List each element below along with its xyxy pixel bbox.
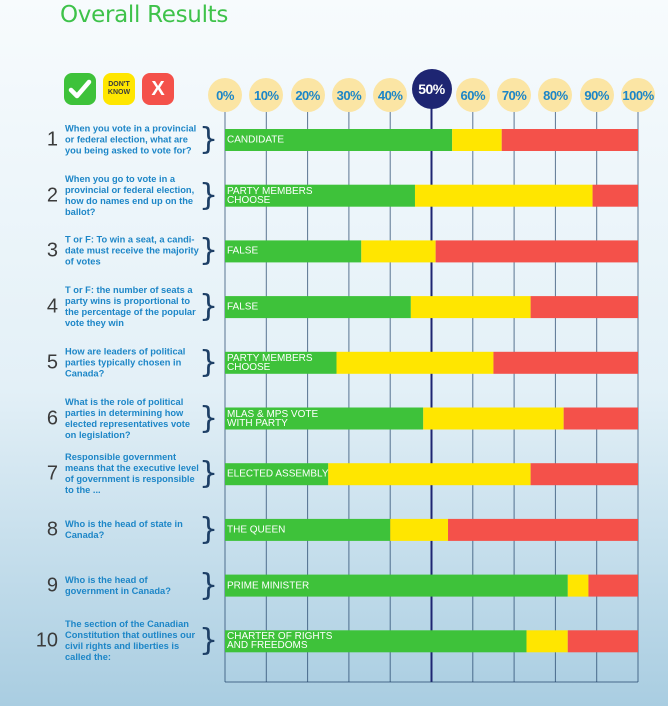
bar-dont_know bbox=[410, 296, 531, 319]
bar-correct bbox=[225, 574, 568, 597]
tick-label: 20% bbox=[290, 78, 325, 112]
question-text: When you go to vote in a provincial or f… bbox=[65, 173, 195, 217]
question-text: Responsible government means that the ex… bbox=[65, 452, 199, 496]
bar-correct bbox=[225, 129, 453, 151]
question-text: Who is the head of state in Canada? bbox=[65, 518, 183, 540]
question-number: 10 bbox=[35, 629, 58, 652]
tick-label: 40% bbox=[373, 78, 408, 112]
bar-wrong bbox=[530, 296, 638, 319]
bar-correct bbox=[225, 296, 411, 319]
brace-icon: } bbox=[199, 567, 219, 603]
legend-wrong: X bbox=[142, 73, 174, 105]
bar-wrong bbox=[493, 351, 638, 374]
bar-wrong bbox=[567, 630, 638, 653]
question-number: 9 bbox=[46, 574, 58, 597]
tick-label: 50% bbox=[411, 69, 452, 109]
question-number: 2 bbox=[46, 184, 58, 207]
question-number: 8 bbox=[46, 518, 58, 541]
question-text: How are leaders of political parties typ… bbox=[65, 346, 186, 379]
answer-label: CANDIDATE bbox=[227, 134, 285, 146]
bar-wrong bbox=[435, 240, 638, 263]
legend-dont-know: DON'T KNOW bbox=[103, 73, 135, 105]
bar-wrong bbox=[530, 463, 638, 486]
question-number: 1 bbox=[46, 128, 58, 151]
bar-wrong bbox=[501, 129, 638, 151]
answer-label: CHARTER OF RIGHTS AND FREEDOMS bbox=[227, 631, 333, 652]
answer-label: MLAS & MPS VOTE WITH PARTY bbox=[227, 408, 319, 429]
question-text: When you vote in a provincial or federal… bbox=[65, 123, 197, 156]
brace-icon: } bbox=[199, 623, 219, 659]
legend-correct bbox=[64, 73, 96, 105]
bar-correct bbox=[225, 463, 329, 486]
bar-correct bbox=[225, 630, 527, 653]
tick-label: 10% bbox=[249, 78, 284, 112]
answer-label: ELECTED ASSEMBLY bbox=[227, 468, 329, 480]
tick-label: 60% bbox=[455, 78, 490, 112]
answer-label: FALSE bbox=[227, 245, 259, 257]
bar-wrong bbox=[563, 407, 638, 430]
tick-label: 80% bbox=[538, 78, 573, 112]
bar-dont_know bbox=[423, 407, 564, 430]
bar-correct bbox=[225, 184, 415, 207]
brace-icon: } bbox=[199, 511, 219, 547]
bar-correct bbox=[225, 407, 424, 430]
bar-dont_know bbox=[567, 574, 589, 597]
x-icon: X bbox=[151, 77, 165, 100]
bar-wrong bbox=[592, 184, 638, 207]
brace-icon: } bbox=[199, 344, 219, 380]
bar-dont_know bbox=[328, 463, 531, 486]
bar-dont_know bbox=[452, 129, 502, 151]
tick-label: 0% bbox=[208, 78, 242, 112]
brace-icon: } bbox=[199, 456, 219, 492]
answer-label: FALSE bbox=[227, 301, 259, 313]
brace-icon: } bbox=[199, 289, 219, 325]
tick-label: 30% bbox=[331, 78, 366, 112]
bar-dont_know bbox=[526, 630, 568, 653]
question-text: Who is the head of government in Canada? bbox=[65, 574, 171, 596]
brace-icon: } bbox=[199, 122, 219, 157]
tick-label: 70% bbox=[497, 78, 532, 112]
legend-dont-know-line1: DON'T bbox=[108, 81, 130, 88]
bar-wrong bbox=[448, 518, 638, 541]
answer-label: PARTY MEMBERS CHOOSE bbox=[227, 185, 313, 206]
bar-correct bbox=[225, 351, 337, 374]
check-icon bbox=[68, 79, 92, 99]
question-number: 7 bbox=[46, 462, 58, 485]
question-number: 4 bbox=[46, 295, 58, 318]
question-text: T or F: the number of seats a party wins… bbox=[65, 285, 196, 329]
tick-label: 90% bbox=[579, 78, 614, 112]
bar-dont_know bbox=[414, 184, 593, 207]
tick-label: 100% bbox=[621, 78, 655, 112]
answer-label: PARTY MEMBERS CHOOSE bbox=[227, 352, 313, 373]
question-text: The section of the Canadian Constitution… bbox=[65, 619, 196, 663]
brace-icon: } bbox=[199, 400, 219, 436]
brace-icon: } bbox=[199, 233, 219, 269]
question-text: What is the role of political parties in… bbox=[65, 396, 191, 440]
bar-wrong bbox=[588, 574, 638, 597]
question-number: 6 bbox=[46, 407, 58, 429]
question-number: 5 bbox=[46, 351, 58, 374]
bar-correct bbox=[225, 240, 362, 263]
question-text: T or F: To win a seat, a candi-date must… bbox=[65, 234, 199, 267]
bar-dont_know bbox=[336, 351, 494, 374]
legend-dont-know-line2: KNOW bbox=[107, 89, 131, 96]
bar-dont_know bbox=[361, 240, 436, 263]
question-number: 3 bbox=[46, 239, 58, 262]
bar-correct bbox=[225, 518, 391, 541]
page-title: Overall Results bbox=[60, 2, 229, 28]
answer-label: PRIME MINISTER bbox=[227, 580, 310, 592]
answer-label: THE QUEEN bbox=[227, 524, 286, 536]
bar-dont_know bbox=[390, 518, 449, 541]
brace-icon: } bbox=[199, 177, 219, 213]
